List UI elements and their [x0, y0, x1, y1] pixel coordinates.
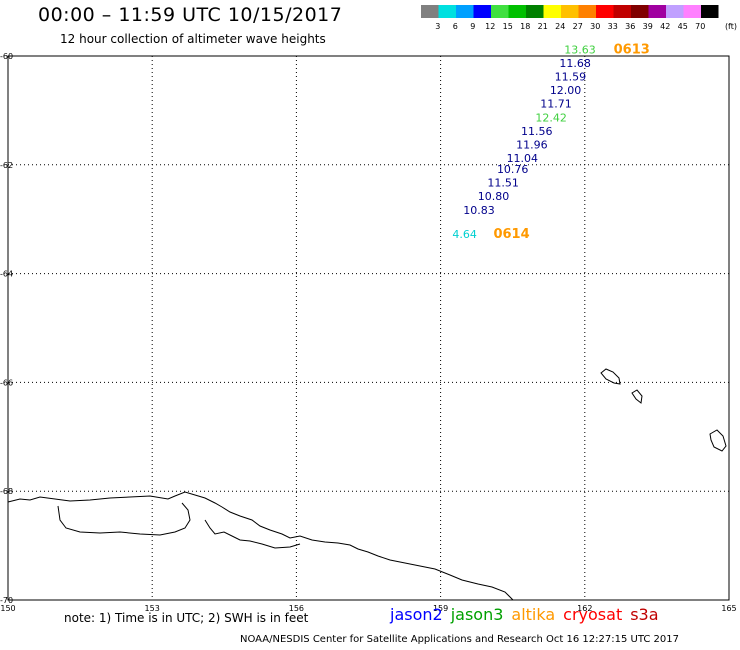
coastline-main: [7, 491, 514, 601]
legend-swatch: [701, 5, 719, 18]
y-tick-label: -68: [0, 487, 13, 496]
wave-height-label: 10.80: [478, 190, 510, 203]
legend-label: 42: [660, 22, 670, 31]
wave-height-label: 11.96: [516, 138, 548, 151]
legend-swatch: [648, 5, 666, 18]
coastline-inlet: [57, 502, 191, 536]
wave-height-label: 12.00: [550, 84, 582, 97]
coastline-bay: [204, 519, 301, 549]
wave-height-label: 11.71: [540, 98, 572, 111]
legend-label: 3: [435, 22, 440, 31]
legend-swatch: [438, 5, 456, 18]
wave-height-label: 10.83: [463, 204, 495, 217]
legend-swatch: [578, 5, 596, 18]
wave-height-label: 11.04: [507, 152, 539, 165]
wave-height-label: 13.63: [564, 43, 596, 56]
island-3: [709, 429, 727, 452]
legend-label: 24: [555, 22, 565, 31]
legend-swatch: [613, 5, 631, 18]
x-tick-label: 159: [433, 604, 448, 613]
legend-label: 33: [608, 22, 618, 31]
x-tick-label: 150: [0, 604, 15, 613]
wave-height-label: 11.56: [521, 125, 553, 138]
page-subtitle: 12 hour collection of altimeter wave hei…: [60, 32, 326, 46]
x-tick-label: 165: [721, 604, 736, 613]
footer-note: note: 1) Time is in UTC; 2) SWH is in fe…: [64, 611, 309, 625]
legend-label: 6: [453, 22, 458, 31]
wave-height-label: 12.42: [535, 111, 567, 124]
legend-swatch: [543, 5, 561, 18]
legend-label: 9: [470, 22, 475, 31]
legend-label: 21: [538, 22, 548, 31]
wave-height-label: 11.59: [555, 70, 587, 83]
x-tick-label: 162: [577, 604, 592, 613]
satellite-name: cryosat: [563, 605, 623, 624]
legend-swatch: [631, 5, 649, 18]
wave-height-label: 11.51: [487, 177, 519, 190]
footer-credit: NOAA/NESDIS Center for Satellite Applica…: [240, 634, 679, 645]
satellite-name: jason3: [450, 605, 504, 624]
axis-tick-labels: 150 153 156 159 162 165 -60 -62 -64 -66 -68 -70: [0, 52, 737, 613]
legend-label: 18: [520, 22, 530, 31]
legend-swatch: [421, 5, 439, 18]
y-tick-label: -66: [0, 378, 13, 387]
legend-swatch: [666, 5, 684, 18]
y-tick-label: -60: [0, 52, 13, 61]
legend-label: 15: [503, 22, 513, 31]
pass-annotations: 0613 0614: [493, 42, 649, 242]
page-title: 00:00 – 11:59 UTC 10/15/2017: [38, 4, 343, 26]
map-grid: [8, 56, 729, 600]
island-2: [631, 389, 643, 404]
y-tick-label: -64: [0, 270, 13, 279]
legend-swatch: [526, 5, 544, 18]
legend-label: 12: [485, 22, 495, 31]
y-tick-label: -70: [0, 596, 13, 605]
legend-swatch: [596, 5, 614, 18]
satellite-name: s3a: [630, 605, 659, 624]
wave-height-label: 11.68: [559, 57, 591, 70]
pass-time-label: 0613: [614, 42, 650, 57]
color-legend: 3 6 9 12 15 18 21 24 27 30 33 36 39 42 45 70 (ft): [421, 5, 737, 31]
map-frame: [7, 55, 730, 601]
legend-swatch: [561, 5, 579, 18]
legend-swatch: [683, 5, 701, 18]
satellite-name: altika: [511, 605, 556, 624]
wave-height-label: 10.76: [497, 163, 529, 176]
legend-label: 30: [590, 22, 600, 31]
legend-swatch: [491, 5, 509, 18]
x-tick-label: 153: [145, 604, 160, 613]
legend-label: 36: [625, 22, 635, 31]
satellite-legend: jason2 jason3 altika cryosat s3a: [390, 605, 667, 624]
y-tick-label: -62: [0, 161, 13, 170]
legend-label: 45: [678, 22, 688, 31]
x-tick-label: 156: [289, 604, 304, 613]
antarctic-coastline: [7, 368, 727, 601]
satellite-name: jason2: [390, 605, 443, 624]
legend-label: 70: [695, 22, 705, 31]
legend-swatch: [508, 5, 526, 18]
legend-label: 39: [643, 22, 653, 31]
legend-swatch: [456, 5, 474, 18]
pass-time-label: 0614: [493, 227, 529, 242]
legend-unit: (ft): [725, 22, 737, 31]
legend-label: 27: [573, 22, 583, 31]
wave-height-label: 4.64: [452, 228, 477, 241]
legend-swatch: [473, 5, 491, 18]
island-1: [600, 368, 621, 385]
